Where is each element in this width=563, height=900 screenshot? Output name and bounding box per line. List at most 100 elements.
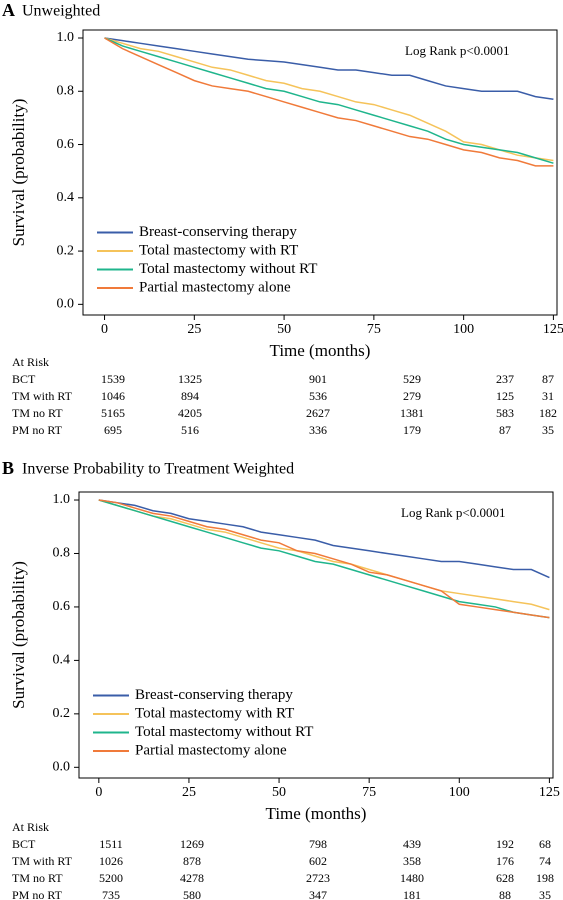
survival-curve: [104, 37, 554, 100]
at-risk-count: 5165: [101, 406, 125, 420]
y-axis-label: Survival (probability): [9, 99, 28, 247]
x-tick-label: 25: [187, 322, 201, 337]
x-tick-label: 50: [272, 785, 286, 800]
y-tick-label: 0.6: [53, 599, 71, 614]
annotation: Log Rank p<0.0001: [405, 43, 509, 58]
panel-letter: B: [2, 458, 14, 478]
at-risk-row-name: PM no RT: [12, 888, 63, 900]
at-risk-count: 901: [309, 372, 327, 386]
at-risk-count: 5200: [99, 871, 123, 885]
x-axis-label: Time (months): [266, 804, 367, 823]
at-risk-count: 536: [309, 389, 327, 403]
at-risk-count: 1381: [400, 406, 424, 420]
survival-curve: [104, 37, 554, 162]
at-risk-row-name: TM with RT: [12, 854, 73, 868]
survival-curve: [98, 499, 550, 579]
legend-label: Total mastectomy without RT: [135, 724, 313, 740]
y-tick-label: 0.4: [53, 653, 71, 668]
y-tick-label: 0.8: [57, 83, 75, 98]
legend-label: Breast-conserving therapy: [139, 224, 297, 240]
y-tick-label: 0.8: [53, 546, 71, 561]
at-risk-title: At Risk: [12, 820, 49, 834]
legend-label: Total mastectomy with RT: [139, 242, 298, 258]
at-risk-row-name: TM no RT: [12, 406, 63, 420]
at-risk-count: 583: [496, 406, 514, 420]
at-risk-count: 602: [309, 854, 327, 868]
x-axis-label: Time (months): [270, 341, 371, 360]
y-tick-label: 0.2: [53, 706, 71, 721]
at-risk-row-name: BCT: [12, 372, 36, 386]
survival-curve: [104, 37, 554, 167]
x-tick-label: 0: [95, 785, 102, 800]
at-risk-count: 237: [496, 372, 514, 386]
at-risk-count: 1539: [101, 372, 125, 386]
legend-label: Partial mastectomy alone: [139, 279, 291, 295]
at-risk-count: 1325: [178, 372, 202, 386]
x-tick-label: 100: [449, 785, 470, 800]
y-tick-label: 1.0: [53, 492, 71, 507]
at-risk-count: 2723: [306, 871, 330, 885]
panel-title: Inverse Probability to Treatment Weighte…: [22, 461, 294, 478]
at-risk-count: 4205: [178, 406, 202, 420]
at-risk-row-name: TM no RT: [12, 871, 63, 885]
at-risk-count: 4278: [180, 871, 204, 885]
at-risk-count: 68: [539, 837, 551, 851]
panel-letter: A: [2, 0, 15, 20]
x-tick-label: 50: [277, 322, 291, 337]
at-risk-row-name: BCT: [12, 837, 36, 851]
x-tick-label: 125: [539, 785, 560, 800]
survival-curve: [98, 499, 550, 619]
at-risk-count: 516: [181, 423, 199, 437]
survival-curve: [98, 499, 550, 611]
at-risk-count: 182: [539, 406, 557, 420]
survival-curve: [104, 37, 554, 164]
x-tick-label: 125: [543, 322, 563, 337]
legend-label: Partial mastectomy alone: [135, 742, 287, 758]
at-risk-row-name: TM with RT: [12, 389, 73, 403]
at-risk-count: 894: [181, 389, 199, 403]
at-risk-count: 1269: [180, 837, 204, 851]
legend-label: Total mastectomy without RT: [139, 261, 317, 277]
at-risk-count: 198: [536, 871, 554, 885]
at-risk-count: 580: [183, 888, 201, 900]
at-risk-count: 31: [542, 389, 554, 403]
x-tick-label: 75: [362, 785, 376, 800]
plot-frame: [78, 491, 554, 779]
panel-title: Unweighted: [22, 3, 100, 20]
at-risk-count: 628: [496, 871, 514, 885]
x-tick-label: 75: [367, 322, 381, 337]
y-tick-label: 0.2: [57, 243, 75, 258]
at-risk-count: 35: [539, 888, 551, 900]
y-tick-label: 1.0: [57, 30, 75, 45]
y-tick-label: 0.4: [57, 190, 75, 205]
y-axis-label: Survival (probability): [9, 561, 28, 709]
x-tick-label: 25: [182, 785, 196, 800]
at-risk-count: 1511: [99, 837, 123, 851]
plot-frame: [82, 29, 558, 316]
at-risk-count: 439: [403, 837, 421, 851]
x-tick-label: 100: [453, 322, 474, 337]
legend-label: Total mastectomy with RT: [135, 705, 294, 721]
at-risk-count: 88: [499, 888, 511, 900]
y-tick-label: 0.0: [57, 297, 75, 312]
at-risk-count: 1480: [400, 871, 424, 885]
at-risk-count: 176: [496, 854, 514, 868]
at-risk-count: 529: [403, 372, 421, 386]
legend-label: Breast-conserving therapy: [135, 687, 293, 703]
at-risk-count: 347: [309, 888, 327, 900]
at-risk-count: 336: [309, 423, 327, 437]
at-risk-count: 878: [183, 854, 201, 868]
y-tick-label: 0.6: [57, 137, 75, 152]
survival-curve: [98, 499, 550, 619]
at-risk-count: 87: [499, 423, 511, 437]
at-risk-count: 192: [496, 837, 514, 851]
at-risk-count: 35: [542, 423, 554, 437]
at-risk-count: 1026: [99, 854, 123, 868]
at-risk-title: At Risk: [12, 355, 49, 369]
annotation: Log Rank p<0.0001: [401, 505, 505, 520]
at-risk-count: 87: [542, 372, 554, 386]
at-risk-count: 74: [539, 854, 551, 868]
x-tick-label: 0: [101, 322, 108, 337]
at-risk-count: 735: [102, 888, 120, 900]
